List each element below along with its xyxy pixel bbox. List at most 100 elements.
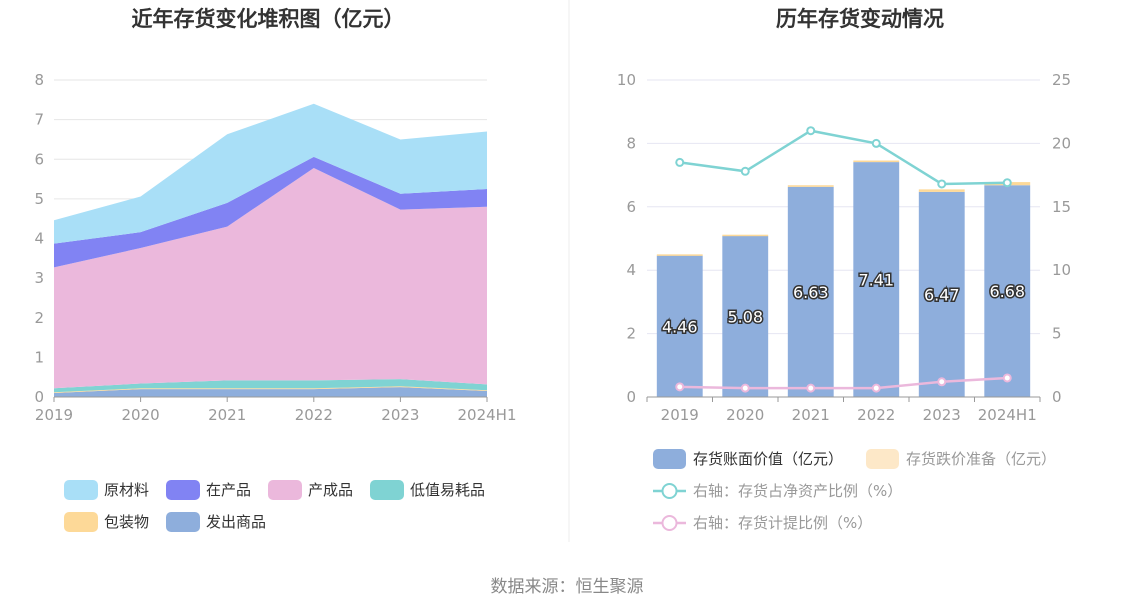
x-tick-label: 2022 xyxy=(295,406,333,424)
x-tick-label: 2021 xyxy=(208,406,246,424)
x-tick-label: 2020 xyxy=(726,406,764,424)
y-tick-label: 3 xyxy=(34,269,44,287)
y-tick-label: 0 xyxy=(34,388,44,406)
y-tick-label: 6 xyxy=(626,198,636,216)
line-point xyxy=(675,382,685,392)
legend-swatch xyxy=(268,480,302,500)
bar-inventory-value xyxy=(787,186,834,397)
right-chart-legend: 存货账面价值（亿元） 存货跌价准备（亿元）右轴：存货占净资产比例（%） 右轴：存货计… xyxy=(653,449,1056,532)
x-tick-label: 2023 xyxy=(923,406,961,424)
bar-inventory-provision xyxy=(853,160,900,163)
line-point xyxy=(675,157,685,167)
legend-label: 原材料 xyxy=(104,481,149,499)
bar-data-label: 6.47 xyxy=(924,285,960,304)
y-tick-label: 6 xyxy=(34,150,44,168)
bar-data-label: 7.41 xyxy=(858,271,894,290)
y-tick-label: 2 xyxy=(34,309,44,327)
legend-swatch xyxy=(166,512,200,532)
legend-label: 发出商品 xyxy=(206,513,266,531)
right-chart-bars: 4.46 5.08 6.63 7.41 6.47 6.68 xyxy=(656,160,1031,397)
x-tick-label: 2022 xyxy=(857,406,895,424)
data-source: 数据来源：恒生聚源 xyxy=(491,577,644,597)
x-tick-label: 2019 xyxy=(661,406,699,424)
legend-swatch xyxy=(866,449,899,469)
legend-label: 存货账面价值（亿元） xyxy=(693,450,843,468)
bar-inventory-provision xyxy=(656,254,703,256)
legend-label: 低值易耗品 xyxy=(410,481,485,499)
legend-label: 产成品 xyxy=(308,481,353,499)
area-series xyxy=(54,387,487,397)
left-chart-axes: 2019 2020 2021 2022 2023 2024H1 xyxy=(35,396,517,424)
line-point xyxy=(806,126,816,136)
x-tick-label: 2020 xyxy=(122,406,160,424)
legend-label: 包装物 xyxy=(104,513,149,531)
legend-swatch xyxy=(64,480,98,500)
area-series xyxy=(54,156,487,268)
y2-tick-label: 15 xyxy=(1052,198,1071,216)
bar-inventory-provision xyxy=(918,189,965,192)
x-tick-label: 2021 xyxy=(792,406,830,424)
area-series xyxy=(54,379,487,393)
legend-marker xyxy=(661,515,678,531)
line-point xyxy=(871,138,881,148)
legend-swatch xyxy=(370,480,404,500)
y2-tick-label: 5 xyxy=(1052,325,1062,343)
right-chart-grid: 0 2 4 6 8 10 0 5 10 15 20 25 xyxy=(617,71,1071,406)
line-point xyxy=(806,383,816,393)
x-tick-label: 2023 xyxy=(381,406,419,424)
legend-label: 存货跌价准备（亿元） xyxy=(906,450,1056,468)
bar-inventory-provision xyxy=(722,234,769,237)
y-tick-label: 7 xyxy=(34,111,44,129)
line-point xyxy=(740,383,750,393)
x-tick-label: 2019 xyxy=(35,406,73,424)
left-chart-areas xyxy=(54,103,487,397)
bar-data-label: 6.68 xyxy=(989,282,1025,301)
y-tick-label: 0 xyxy=(626,388,636,406)
x-tick-label: 2024H1 xyxy=(978,406,1037,424)
y-tick-label: 1 xyxy=(34,348,44,366)
left-chart-title: 近年存货变化堆积图（亿元） xyxy=(132,7,405,31)
y2-tick-label: 10 xyxy=(1052,261,1071,279)
bar-inventory-provision xyxy=(787,185,834,187)
legend-label: 右轴：存货占净资产比例（%） xyxy=(693,482,902,500)
area-series xyxy=(54,167,487,389)
legend-label: 右轴：存货计提比例（%） xyxy=(693,514,872,532)
bar-inventory-value xyxy=(918,191,965,397)
bar-data-label: 4.46 xyxy=(662,317,698,336)
right-chart-axes: 2019 2020 2021 2022 2023 2024H1 xyxy=(646,396,1041,424)
legend-swatch xyxy=(64,512,98,532)
line-point xyxy=(740,166,750,176)
line-series xyxy=(679,129,1008,186)
bar-data-label: 6.63 xyxy=(793,283,829,302)
bar-inventory-value xyxy=(722,235,769,397)
y-tick-label: 8 xyxy=(626,134,636,152)
y-tick-label: 5 xyxy=(34,190,44,208)
bar-data-label: 5.08 xyxy=(727,307,763,326)
legend-swatch xyxy=(166,480,200,500)
y-tick-label: 8 xyxy=(34,71,44,89)
y-tick-label: 4 xyxy=(34,230,44,248)
line-series xyxy=(679,376,1008,390)
left-chart: 近年存货变化堆积图（亿元） 0 1 2 3 4 5 6 7 8 2019 2020 2021 2022… xyxy=(34,7,517,532)
line-point xyxy=(937,377,947,387)
y2-tick-label: 0 xyxy=(1052,388,1062,406)
y2-tick-label: 20 xyxy=(1052,134,1071,152)
bar-inventory-value xyxy=(656,255,703,397)
y-tick-label: 2 xyxy=(626,325,636,343)
line-point xyxy=(937,179,947,189)
legend-label: 在产品 xyxy=(206,481,251,499)
right-chart-lines xyxy=(675,126,1012,393)
right-chart-title: 历年存货变动情况 xyxy=(776,7,944,31)
line-point xyxy=(871,383,881,393)
bar-inventory-value xyxy=(984,185,1031,397)
y-tick-label: 4 xyxy=(626,261,636,279)
legend-swatch xyxy=(653,449,686,469)
x-tick-label: 2024H1 xyxy=(458,406,517,424)
y2-tick-label: 25 xyxy=(1052,71,1071,89)
bar-inventory-value xyxy=(853,162,900,397)
right-chart: 历年存货变动情况 0 2 4 6 8 10 0 5 10 15 20 25 4.46 5.08 6.63 7… xyxy=(617,7,1071,532)
y-tick-label: 10 xyxy=(617,71,636,89)
area-series xyxy=(54,103,487,244)
